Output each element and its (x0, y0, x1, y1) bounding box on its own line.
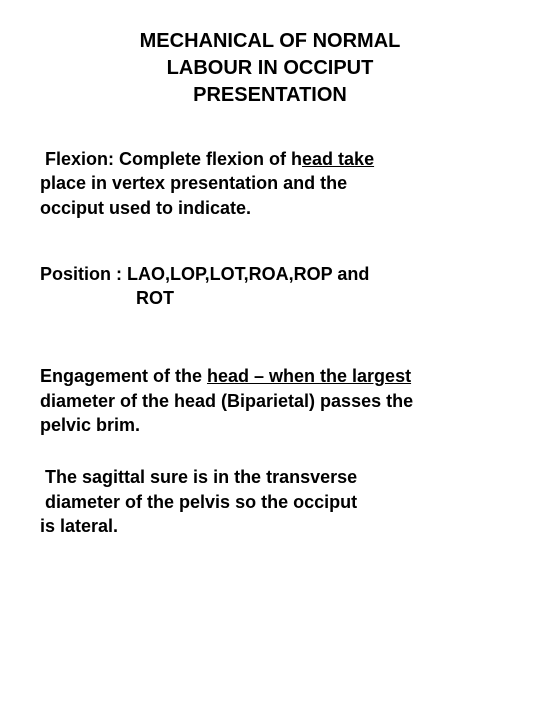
sagittal-line-3: is lateral. (40, 516, 118, 536)
title-line-1: MECHANICAL OF NORMAL (90, 28, 450, 55)
sagittal-line-2: diameter of the pelvis so the occiput (45, 492, 357, 512)
sagittal-line-1: The sagittal sure is in the transverse (45, 467, 357, 487)
page-title: MECHANICAL OF NORMAL LABOUR IN OCCIPUT P… (40, 28, 500, 109)
flexion-paragraph: Flexion: Complete flexion of head take p… (40, 147, 500, 220)
position-paragraph: Position : LAO,LOP,LOT,ROA,ROP and ROT (40, 262, 500, 311)
flexion-lead: Flexion: Complete flexion of h (45, 149, 302, 169)
engagement-underlined: head – when the largest (207, 366, 411, 386)
engagement-rest-1: diameter of the head (Biparietal) passes… (40, 391, 413, 411)
flexion-rest-2: occiput used to indicate. (40, 198, 251, 218)
engagement-paragraph: Engagement of the head – when the larges… (40, 364, 500, 437)
flexion-rest-1: place in vertex presentation and the (40, 173, 347, 193)
title-line-2: LABOUR IN OCCIPUT (90, 55, 450, 82)
position-line-2: ROT (40, 286, 500, 310)
engagement-lead: Engagement of the (40, 366, 207, 386)
engagement-rest-2: pelvic brim. (40, 415, 140, 435)
position-line-1: Position : LAO,LOP,LOT,ROA,ROP and (40, 262, 500, 286)
sagittal-paragraph: The sagittal sure is in the transverse d… (40, 465, 500, 538)
title-line-3: PRESENTATION (90, 82, 450, 109)
flexion-underlined: ead take (302, 149, 374, 169)
